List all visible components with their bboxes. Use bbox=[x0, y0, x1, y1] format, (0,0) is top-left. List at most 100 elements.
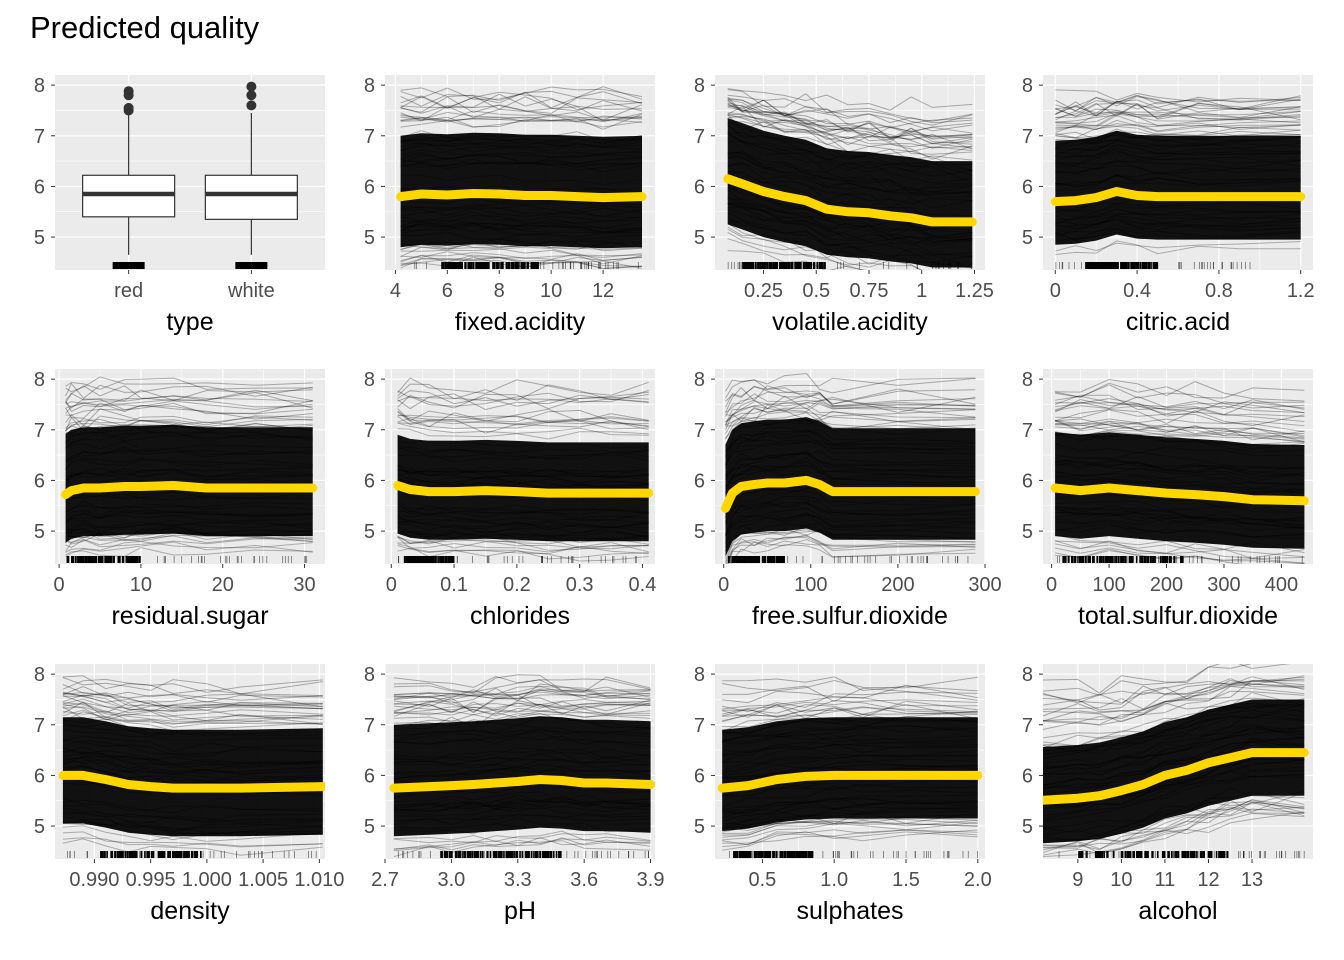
ice-curve bbox=[722, 718, 978, 734]
x-tick-label: 3.9 bbox=[637, 869, 665, 891]
ice-curve bbox=[393, 785, 651, 799]
x-axis-title: type bbox=[166, 308, 213, 336]
ice-curve bbox=[725, 514, 976, 535]
ice-curve bbox=[725, 390, 976, 414]
ice-curve bbox=[1055, 201, 1301, 212]
panel-density: 5 6 7 8 0.990 0.995 1.000 1.005 1.010 density bbox=[34, 664, 344, 925]
ice-curve bbox=[1055, 147, 1301, 162]
ice-curve bbox=[727, 121, 973, 160]
ice-curve bbox=[725, 426, 976, 452]
ice-curve bbox=[722, 700, 978, 719]
ice-curve bbox=[1043, 703, 1305, 755]
ice-curve bbox=[1055, 122, 1301, 133]
rug bbox=[398, 556, 637, 563]
ice-curve bbox=[65, 376, 313, 393]
ice-curve bbox=[725, 399, 976, 426]
ice-curve bbox=[1043, 678, 1305, 704]
ice-curves bbox=[1043, 664, 1309, 858]
ice-curve bbox=[393, 749, 651, 762]
ice-curve bbox=[725, 417, 976, 440]
ice-curve bbox=[397, 520, 649, 531]
ice-curve bbox=[1055, 227, 1301, 241]
ice-curve bbox=[725, 457, 976, 488]
y-tick-label: 5 bbox=[364, 521, 375, 543]
y-tick-label: 6 bbox=[1022, 470, 1033, 492]
outlier-point bbox=[123, 102, 134, 113]
ice-curve bbox=[397, 410, 649, 425]
ice-curves bbox=[717, 676, 983, 851]
ice-curve bbox=[1043, 664, 1291, 694]
ice-curve bbox=[725, 404, 976, 427]
y-tick-label: 5 bbox=[34, 227, 45, 249]
ice-curve bbox=[65, 446, 313, 462]
ice-curve bbox=[400, 91, 643, 109]
x-tick-label: 1.005 bbox=[238, 869, 288, 891]
ice-curve bbox=[62, 735, 323, 752]
ice-curve bbox=[393, 697, 651, 714]
ice-curve bbox=[722, 829, 978, 844]
ice-curve bbox=[62, 757, 323, 776]
y-tick-label: 7 bbox=[694, 715, 705, 737]
ice-curve bbox=[397, 505, 649, 516]
ice-curve bbox=[1043, 801, 1305, 854]
x-tick-label: 0.3 bbox=[566, 574, 594, 596]
ice-curve bbox=[722, 676, 978, 692]
ice-curve bbox=[722, 725, 978, 743]
ice-curve bbox=[62, 722, 323, 737]
ice-curve bbox=[722, 734, 978, 743]
x-tick-label: 400 bbox=[1265, 574, 1298, 596]
ice-curve bbox=[727, 89, 973, 122]
ice-curve bbox=[1055, 119, 1301, 133]
x-tick-label: 0.995 bbox=[126, 869, 176, 891]
ice-curve bbox=[400, 222, 643, 230]
ice-curve bbox=[397, 514, 649, 524]
ice-curve bbox=[393, 699, 651, 717]
ice-curve bbox=[1055, 524, 1305, 538]
ice-curve bbox=[400, 202, 643, 211]
y-tick-label: 8 bbox=[364, 369, 375, 391]
ice-curve bbox=[1055, 473, 1305, 486]
ice-curve bbox=[393, 674, 651, 694]
ice-curve bbox=[1043, 774, 1305, 817]
y-tick-label: 5 bbox=[1022, 227, 1033, 249]
ice-curve bbox=[400, 240, 643, 248]
ice-curve bbox=[62, 693, 323, 709]
ice-curve bbox=[397, 476, 649, 490]
y-tick-label: 6 bbox=[34, 470, 45, 492]
pdp-line bbox=[58, 770, 325, 793]
ice-curve bbox=[1055, 165, 1301, 175]
y-tick-label: 7 bbox=[364, 715, 375, 737]
panel-total-sulfur-dioxide: 5 6 7 8 0 100 200 300 400 total.sulfur.dioxide bbox=[1022, 369, 1313, 630]
y-tick-label: 8 bbox=[694, 664, 705, 686]
ice-curve bbox=[1055, 382, 1305, 399]
ice-curve bbox=[1043, 712, 1305, 765]
y-tick-label: 7 bbox=[34, 126, 45, 148]
ice-curve bbox=[725, 400, 976, 426]
ice-curve bbox=[722, 764, 978, 781]
ice-curve bbox=[725, 402, 976, 423]
y-tick-label: 5 bbox=[694, 521, 705, 543]
ice-curve bbox=[65, 470, 313, 487]
ice-curve bbox=[400, 94, 643, 112]
ice-curve bbox=[65, 525, 313, 544]
ice-curve bbox=[400, 223, 643, 234]
ice-curve bbox=[400, 222, 643, 232]
x-tick-label: 1 bbox=[916, 280, 927, 302]
x-tick-label: 300 bbox=[1207, 574, 1240, 596]
ice-curve bbox=[400, 104, 643, 121]
ice-curve bbox=[722, 754, 978, 775]
ice-curve bbox=[1054, 540, 1305, 558]
ice-curve bbox=[722, 747, 978, 763]
ice-curve bbox=[397, 465, 649, 478]
x-tick-label: 11 bbox=[1155, 869, 1176, 891]
pdp-line bbox=[1050, 187, 1306, 207]
ice-curve bbox=[722, 691, 978, 713]
ice-curve bbox=[62, 698, 323, 717]
ice-curve bbox=[393, 817, 651, 830]
ice-curve bbox=[393, 713, 651, 723]
ice-curve bbox=[62, 678, 323, 697]
ice-curve bbox=[1055, 398, 1305, 417]
ice-curve bbox=[393, 837, 651, 851]
ice-curve bbox=[727, 105, 973, 140]
ice-curve bbox=[393, 731, 651, 746]
